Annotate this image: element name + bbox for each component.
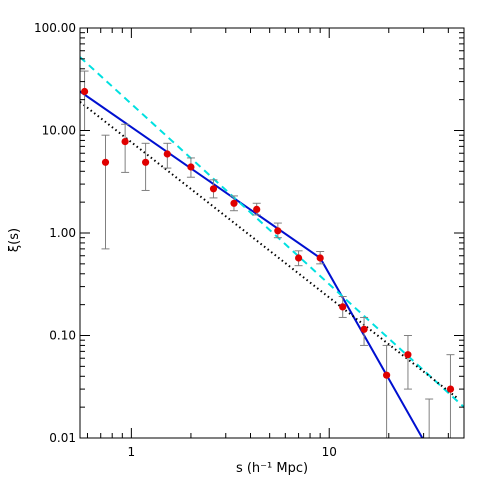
data-point [360,325,368,333]
x-axis-label: s (h⁻¹ Mpc) [236,461,308,476]
data-point [187,163,195,171]
data-point [404,351,412,359]
y-tick-label: 100.00 [34,21,76,35]
axis-ticks [80,27,464,439]
data-point [121,138,129,146]
data-point [142,158,150,166]
data-point [339,303,347,311]
x-tick-labels: 1 10 [128,445,337,459]
data-point [383,371,391,379]
y-tick-label: 10.00 [42,124,76,138]
y-tick-labels: 0.01 0.10 1.00 10.00 100.00 [34,21,76,445]
data-point [230,199,238,207]
data-point [253,205,261,213]
data-points [81,87,455,393]
model-line-solid [80,90,424,438]
model-line-dotted [80,101,460,400]
model-line-dashed [80,56,464,408]
y-axis-label: ξ(s) [7,228,22,252]
plot-frame [79,27,465,439]
data-point [101,158,110,166]
data-point [295,254,303,262]
data-point [316,254,324,262]
y-tick-label: 1.00 [49,226,76,240]
y-tick-label: 0.01 [49,431,76,445]
data-point [274,227,282,235]
y-tick-label: 0.10 [49,329,76,343]
data-point [81,87,89,96]
model-lines [80,56,464,438]
data-point [209,185,218,193]
data-point [163,150,171,158]
error-bars [80,70,455,438]
x-tick-label: 10 [322,445,337,459]
x-tick-label: 1 [128,445,136,459]
data-point [446,385,455,393]
